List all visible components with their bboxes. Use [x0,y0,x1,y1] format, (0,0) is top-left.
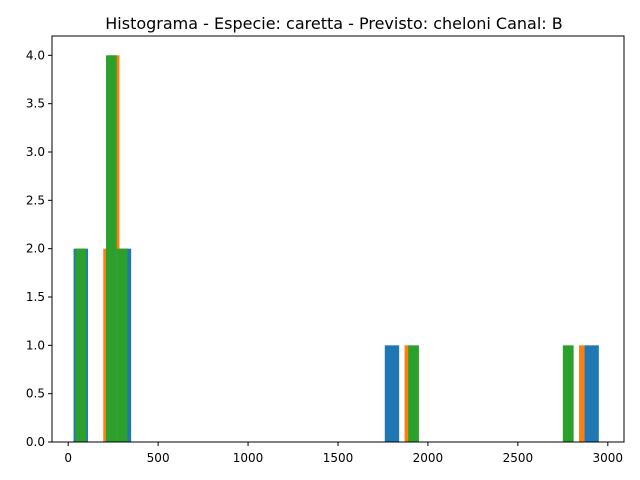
histogram-bar-series-1-bin-5 [579,345,585,442]
histogram-bar-series-0-bin-5 [584,345,599,442]
histogram-bar-series-2-bin-0 [75,248,87,442]
histogram-bar-series-1-bin-4 [404,345,410,442]
x-tick-label: 2000 [413,451,444,465]
y-tick-label: 3.5 [26,97,45,111]
histogram-bar-series-2-bin-2 [116,248,128,442]
y-tick-label: 4.0 [26,48,45,62]
y-tick-label: 3.0 [26,145,45,159]
x-axis-ticks: 0 500 1000 1500 2000 2500 3000 [64,442,623,465]
histogram-bar-series-2-bin-3 [408,345,419,442]
x-tick-label: 0 [64,451,72,465]
chart-title: Histograma - Especie: caretta - Previsto… [105,14,562,33]
axes-frame [51,35,625,443]
histogram-bar-series-0-bin-4 [384,345,400,442]
x-tick-label: 2500 [503,451,534,465]
histogram-bar-series-2-bin-4 [562,345,574,442]
y-tick-label: 0.0 [26,435,45,449]
x-tick-label: 1000 [233,451,264,465]
y-axis-ticks: 0.0 0.5 1.0 1.5 2.0 2.5 3.0 3.5 4.0 [26,48,52,449]
y-tick-label: 1.5 [26,290,45,304]
y-tick-label: 0.5 [26,387,45,401]
x-tick-label: 1500 [323,451,354,465]
histogram-bar-series-2-bin-1 [105,55,117,442]
bars-group [73,55,599,442]
y-tick-label: 1.0 [26,338,45,352]
histogram-bar-series-1-bin-2 [114,55,120,442]
y-tick-label: 2.5 [26,193,45,207]
y-tick-label: 2.0 [26,242,45,256]
x-tick-label: 3000 [593,451,624,465]
x-tick-label: 500 [147,451,170,465]
